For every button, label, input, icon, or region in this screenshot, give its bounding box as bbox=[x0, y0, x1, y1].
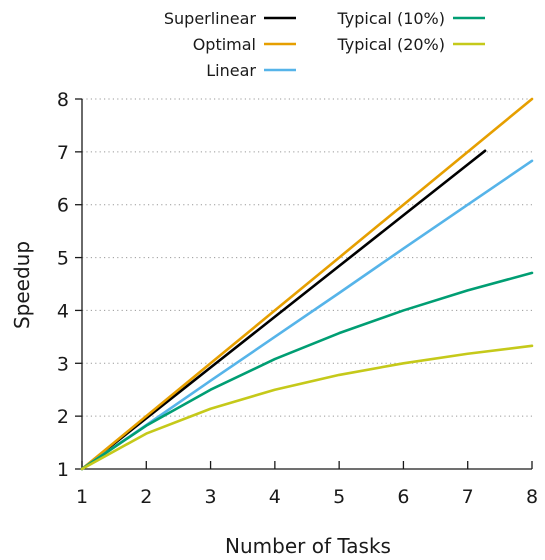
x-tick-label: 3 bbox=[205, 486, 217, 508]
x-tick-label: 1 bbox=[76, 486, 88, 508]
x-tick-label: 5 bbox=[333, 486, 345, 508]
x-tick-label: 7 bbox=[462, 486, 474, 508]
series-line-3 bbox=[80, 271, 534, 471]
y-tick-label: 3 bbox=[57, 353, 69, 375]
legend-label-4: Typical (20%) bbox=[336, 35, 445, 54]
x-tick-label: 2 bbox=[140, 486, 152, 508]
x-tick-label: 4 bbox=[269, 486, 281, 508]
y-tick-label: 5 bbox=[57, 248, 69, 270]
series-line-2 bbox=[80, 159, 534, 471]
legend-label-0: Superlinear bbox=[164, 9, 257, 28]
x-tick-label: 6 bbox=[397, 486, 409, 508]
series-lines bbox=[80, 97, 534, 471]
gridlines bbox=[82, 98, 532, 417]
x-axis-title: Number of Tasks bbox=[225, 534, 391, 558]
series-line-1 bbox=[80, 97, 534, 471]
legend-label-1: Optimal bbox=[193, 35, 256, 54]
series-line-0 bbox=[80, 149, 487, 471]
legend: Superlinear Optimal Linear Typical (10%) Typ… bbox=[164, 9, 485, 80]
y-tick-label: 4 bbox=[57, 300, 69, 322]
y-tick-label: 7 bbox=[57, 142, 69, 164]
axes: 1 2 3 4 5 6 7 8 1 2 3 4 5 6 7 8 bbox=[57, 89, 538, 508]
y-tick-label: 1 bbox=[57, 459, 69, 481]
y-tick-label: 2 bbox=[57, 406, 69, 428]
y-tick-label: 6 bbox=[57, 195, 69, 217]
x-tick-label: 8 bbox=[526, 486, 538, 508]
y-tick-label: 8 bbox=[57, 89, 69, 111]
series-line-4 bbox=[80, 344, 534, 471]
legend-label-2: Linear bbox=[206, 61, 256, 80]
legend-label-3: Typical (10%) bbox=[336, 9, 445, 28]
y-axis-title: Speedup bbox=[10, 241, 34, 329]
